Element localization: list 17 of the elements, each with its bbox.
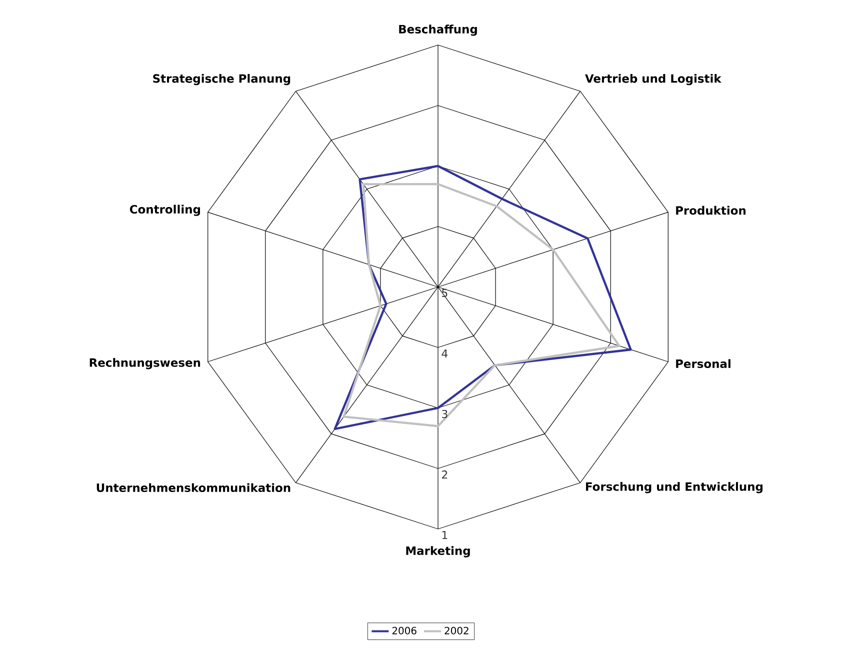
spoke-label: Produktion	[676, 206, 746, 215]
y-tick-label: 1	[442, 530, 448, 539]
spoke-label: Strategische Planung	[153, 74, 290, 86]
spoke-label: Marketing	[406, 546, 470, 558]
spoke-label: Rechnungswesen	[90, 358, 200, 370]
spoke-label: Controlling	[130, 204, 200, 216]
spoke-label: Forschung und Entwicklung	[586, 482, 762, 494]
legend-label: 2002	[444, 626, 468, 634]
y-tick-label: 2	[442, 470, 448, 479]
spoke-label: Vertrieb und Logistik	[585, 74, 722, 86]
y-tick-label: 4	[442, 349, 448, 358]
legend-label: 2006	[392, 626, 416, 634]
spoke-label: Unternehmenskommunikation	[96, 483, 290, 492]
y-tick-label: 5	[442, 288, 448, 298]
spoke-label: Personal	[676, 359, 730, 368]
y-tick-label: 3	[442, 410, 448, 418]
spoke-label: Beschaffung	[399, 24, 477, 36]
